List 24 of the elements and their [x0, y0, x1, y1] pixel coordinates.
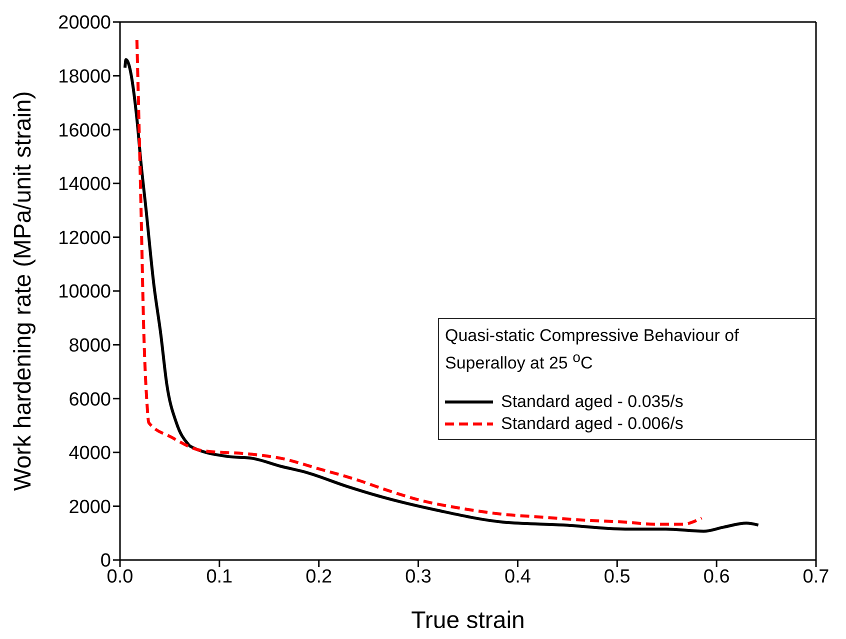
- y-axis-title: Work hardening rate (MPa/unit strain): [10, 91, 37, 491]
- x-tick-label: 0.3: [405, 566, 432, 588]
- x-tick-label: 0.4: [504, 566, 532, 588]
- y-tick-label: 2000: [68, 496, 111, 518]
- x-tick-label: 0.7: [802, 566, 830, 588]
- x-tick-label: 0.6: [703, 566, 730, 588]
- x-axis-title: True strain: [411, 607, 525, 634]
- y-tick-label: 12000: [58, 228, 111, 249]
- y-tick-label: 18000: [58, 66, 111, 88]
- x-tick-label: 0.1: [206, 566, 233, 588]
- legend-label: Standard aged - 0.006/s: [501, 412, 684, 435]
- line-series: [123, 58, 760, 533]
- y-tick-label: 4000: [68, 443, 111, 464]
- x-tick-label: 0.0: [106, 566, 134, 588]
- x-tick-label: 0.5: [604, 566, 630, 588]
- y-tick-label: 14000: [58, 174, 111, 196]
- y-tick-label: 16000: [58, 120, 111, 142]
- y-tick-label: 6000: [68, 389, 111, 410]
- y-tick-label: 10000: [58, 282, 111, 303]
- x-tick-label: 0.2: [306, 566, 332, 588]
- legend-title: Quasi-static Compressive Behaviour of Superalloy at 25 $^{o}$C: [445, 325, 740, 375]
- legend-label: Standard aged - 0.035/s: [501, 390, 684, 413]
- y-tick-label: 8000: [68, 336, 111, 357]
- y-tick-label: 20000: [58, 12, 111, 34]
